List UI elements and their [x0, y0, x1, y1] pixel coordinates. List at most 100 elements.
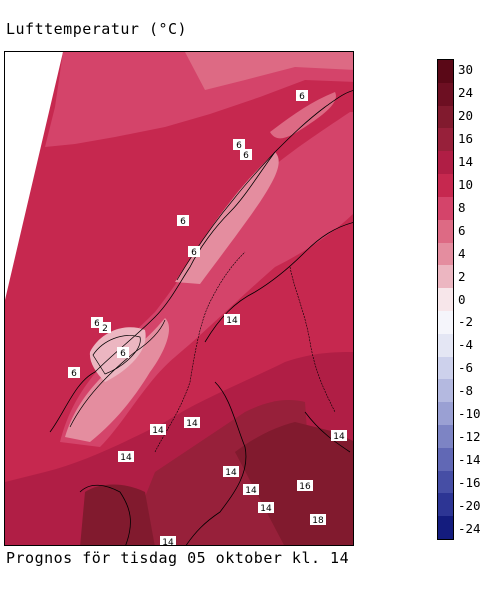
map-label: 6 — [117, 347, 129, 359]
legend-label: -8 — [458, 383, 474, 399]
legend-label: -16 — [458, 474, 481, 490]
coastline-bothnia — [204, 222, 353, 343]
border-sweden-finland — [289, 266, 336, 413]
map-label: 6 — [240, 149, 252, 161]
legend-swatch — [438, 151, 453, 175]
map-label: 14 — [160, 536, 176, 546]
legend-swatch — [438, 105, 453, 129]
map-label: 16 — [297, 480, 313, 492]
legend-swatch — [438, 196, 453, 220]
legend-swatch — [438, 425, 453, 448]
coastline-norway — [49, 90, 353, 433]
legend-label: -10 — [458, 406, 481, 422]
svg-text:6: 6 — [191, 248, 197, 258]
legend-swatch — [438, 470, 453, 494]
svg-text:6: 6 — [94, 319, 100, 329]
legend-swatch — [438, 493, 453, 517]
map-label: 2 — [99, 322, 111, 334]
legend-swatch — [438, 60, 453, 83]
legend-label: -12 — [458, 428, 481, 444]
map-label: 14 — [243, 484, 259, 496]
legend-label: 20 — [458, 108, 474, 124]
svg-text:14: 14 — [245, 486, 257, 496]
map-label: 6 — [91, 317, 103, 329]
isotherm-2-south — [92, 335, 141, 375]
legend-label: 24 — [458, 85, 474, 101]
legend-label: -2 — [458, 314, 474, 330]
legend-swatch — [438, 333, 453, 357]
color-legend — [437, 59, 454, 540]
north-sea-cool — [185, 52, 353, 90]
isotherm-6-south — [69, 319, 166, 428]
legend-swatch — [438, 356, 453, 380]
map-label: 18 — [310, 514, 326, 526]
svg-text:2: 2 — [102, 324, 108, 334]
svg-text:14: 14 — [162, 538, 174, 546]
legend-label: 10 — [458, 176, 474, 192]
svg-text:6: 6 — [299, 92, 305, 102]
svg-text:14: 14 — [225, 468, 237, 478]
legend-label: 16 — [458, 131, 474, 147]
legend-label: 14 — [458, 154, 474, 170]
legend-swatch — [438, 447, 453, 471]
svg-text:14: 14 — [186, 419, 198, 429]
legend-label: -14 — [458, 451, 481, 467]
legend-swatch — [438, 379, 453, 403]
legend-swatch — [438, 516, 453, 540]
map-label: 6 — [296, 90, 308, 102]
legend-swatch — [438, 288, 453, 311]
legend-label: -4 — [458, 337, 474, 353]
legend-swatch — [438, 242, 453, 266]
legend-label: 0 — [458, 291, 466, 307]
chart-title: Lufttemperatur (°C) — [6, 20, 188, 38]
color-legend-labels: 30 24 20 16 14 10 8 6 4 2 0 -2 -4 -6 -8 -10 -12 -14 -16 -20… — [458, 59, 491, 540]
map-label: 6 — [177, 215, 189, 227]
map-point-labels: 6 6 6 6 6 6 2 6 6 14 14 14 14 14 14 14 1… — [68, 90, 347, 546]
legend-swatch — [438, 219, 453, 243]
legend-label: 30 — [458, 62, 474, 78]
coastline-sweden-east — [185, 381, 247, 545]
map-label: 6 — [233, 139, 245, 151]
legend-swatch — [438, 402, 453, 425]
svg-text:6: 6 — [71, 369, 77, 379]
map-label: 14 — [258, 502, 274, 514]
map-canvas: 6 6 6 6 6 6 2 6 6 14 14 14 14 14 14 14 1… — [5, 52, 353, 546]
mountain-central — [175, 152, 279, 284]
legend-swatch — [438, 265, 453, 289]
denmark-warm — [80, 484, 155, 545]
coastline-finland-south — [304, 411, 351, 453]
map-label: 14 — [223, 466, 239, 478]
map-label: 14 — [184, 417, 200, 429]
legend-swatch — [438, 128, 453, 152]
map-label: 14 — [331, 430, 347, 442]
mountain-north — [270, 92, 336, 139]
legend-swatch — [438, 82, 453, 106]
svg-text:14: 14 — [120, 453, 132, 463]
legend-label: 8 — [458, 199, 466, 215]
svg-text:16: 16 — [299, 482, 311, 492]
svg-text:14: 14 — [333, 432, 345, 442]
border-norway-sweden — [154, 251, 246, 453]
map-label: 14 — [118, 451, 134, 463]
legend-swatch — [438, 174, 453, 197]
mountain-south — [65, 318, 170, 442]
map-label: 6 — [188, 246, 200, 258]
svg-text:6: 6 — [243, 151, 249, 161]
svg-text:6: 6 — [180, 217, 186, 227]
no-data-area — [5, 52, 63, 300]
legend-label: 2 — [458, 268, 466, 284]
legend-swatch — [438, 310, 453, 334]
svg-text:6: 6 — [120, 349, 126, 359]
svg-text:14: 14 — [260, 504, 272, 514]
forecast-caption: Prognos för tisdag 05 oktober kl. 14 — [6, 549, 350, 567]
coastline-denmark — [79, 484, 131, 545]
legend-label: -24 — [458, 520, 481, 536]
temperature-map[interactable]: 6 6 6 6 6 6 2 6 6 14 14 14 14 14 14 14 1… — [4, 51, 354, 546]
legend-label: 4 — [458, 245, 466, 261]
svg-text:6: 6 — [236, 141, 242, 151]
north-sea-band — [45, 52, 353, 147]
map-label: 14 — [150, 424, 166, 436]
svg-text:18: 18 — [312, 516, 324, 526]
map-label: 14 — [224, 314, 240, 326]
legend-label: -6 — [458, 360, 474, 376]
